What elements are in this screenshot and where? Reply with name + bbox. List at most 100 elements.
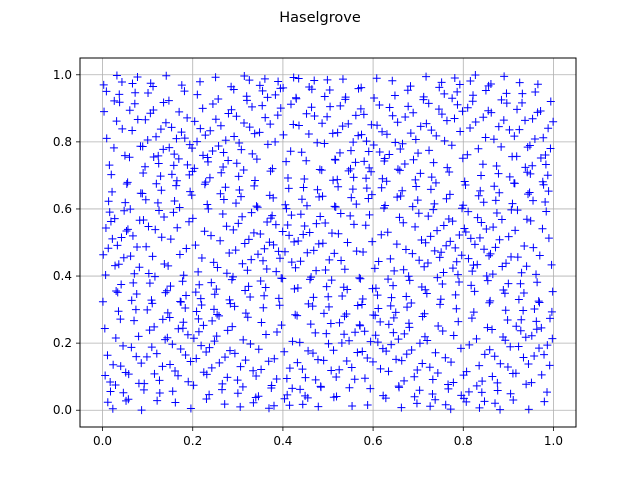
data-point (387, 340, 396, 349)
y-tick-label-5: 1.0 (53, 68, 72, 82)
data-point (316, 382, 325, 391)
data-point (177, 81, 186, 90)
data-point (448, 94, 457, 103)
data-point (395, 166, 404, 175)
data-point (296, 210, 305, 219)
data-point (191, 241, 200, 250)
data-point (243, 313, 252, 322)
data-point (386, 254, 395, 263)
data-point (161, 288, 170, 297)
data-point (278, 227, 287, 236)
data-point (193, 137, 202, 146)
plot-frame (79, 57, 577, 428)
data-point (431, 395, 440, 404)
data-point (145, 279, 154, 288)
data-point (469, 261, 478, 270)
data-point (534, 297, 543, 306)
data-point (461, 180, 470, 189)
data-point (351, 158, 360, 167)
data-point (240, 71, 249, 80)
data-point (542, 207, 551, 216)
data-point (375, 147, 384, 156)
data-point (385, 103, 394, 112)
data-point (259, 256, 267, 265)
data-point (285, 364, 294, 373)
data-point (168, 340, 177, 349)
data-point (377, 230, 386, 239)
data-point (107, 170, 116, 179)
data-point (393, 165, 402, 174)
x-tick-label-5: 1.0 (544, 434, 563, 448)
data-point (199, 151, 208, 160)
data-point (352, 200, 361, 209)
data-point (160, 213, 169, 221)
data-point (394, 335, 403, 344)
data-point (306, 320, 315, 329)
data-point (219, 148, 228, 157)
data-point (340, 265, 349, 274)
y-tick-label-4: 0.8 (53, 135, 72, 149)
data-point (129, 278, 138, 287)
data-point (125, 153, 134, 162)
data-point (491, 196, 500, 205)
data-point (260, 74, 269, 83)
data-point (493, 386, 502, 395)
data-point (467, 314, 476, 323)
data-point (413, 196, 422, 205)
data-point (264, 357, 273, 366)
data-point (447, 141, 456, 150)
data-point (200, 180, 209, 189)
data-point (114, 260, 123, 269)
data-point (204, 204, 213, 213)
data-point (196, 77, 205, 86)
data-point (242, 96, 251, 105)
data-point (313, 138, 322, 147)
data-point (427, 173, 436, 182)
data-point (358, 295, 367, 303)
data-point (142, 352, 151, 361)
data-point (203, 200, 212, 209)
data-point (207, 363, 216, 372)
data-point (241, 286, 250, 295)
data-point (513, 105, 522, 114)
data-point (347, 363, 356, 372)
data-point (510, 132, 519, 141)
data-point (458, 107, 467, 116)
data-point (101, 271, 110, 280)
data-point (134, 332, 143, 341)
data-point (131, 305, 140, 314)
data-point (294, 121, 303, 130)
data-point (528, 161, 537, 170)
data-point (488, 325, 497, 334)
data-point (388, 111, 397, 120)
data-point (176, 345, 185, 354)
data-point (367, 190, 376, 199)
data-point (232, 112, 241, 121)
data-point (220, 400, 229, 409)
data-point (299, 230, 308, 239)
data-point (153, 396, 162, 405)
data-point (326, 319, 335, 328)
data-point (252, 372, 261, 381)
data-point (250, 181, 259, 190)
data-point (374, 304, 383, 313)
data-point (525, 188, 534, 197)
data-point (175, 250, 184, 259)
data-point (499, 116, 508, 125)
data-point (158, 315, 167, 324)
data-point (289, 120, 298, 129)
data-point (529, 196, 538, 205)
data-point (358, 347, 367, 356)
data-point (478, 160, 487, 169)
data-point (111, 380, 120, 389)
data-point (388, 76, 397, 85)
data-point (433, 226, 442, 235)
data-point (356, 274, 365, 283)
data-point (379, 203, 388, 212)
data-point (272, 267, 281, 276)
data-point (167, 123, 176, 132)
data-point (344, 166, 353, 175)
data-point (307, 103, 316, 112)
data-point (302, 201, 311, 210)
